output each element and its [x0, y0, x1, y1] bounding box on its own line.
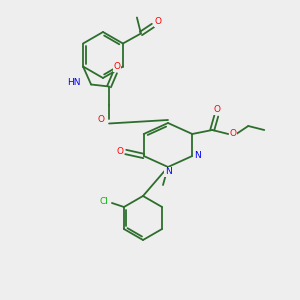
Text: Cl: Cl [100, 197, 108, 206]
Text: O: O [114, 62, 121, 71]
Text: O: O [98, 115, 105, 124]
Text: N: N [194, 151, 201, 160]
Text: O: O [214, 106, 221, 115]
Text: O: O [116, 148, 123, 157]
Text: N: N [165, 167, 171, 176]
Text: O: O [154, 17, 161, 26]
Text: O: O [230, 130, 237, 139]
Text: HN: HN [68, 78, 81, 87]
